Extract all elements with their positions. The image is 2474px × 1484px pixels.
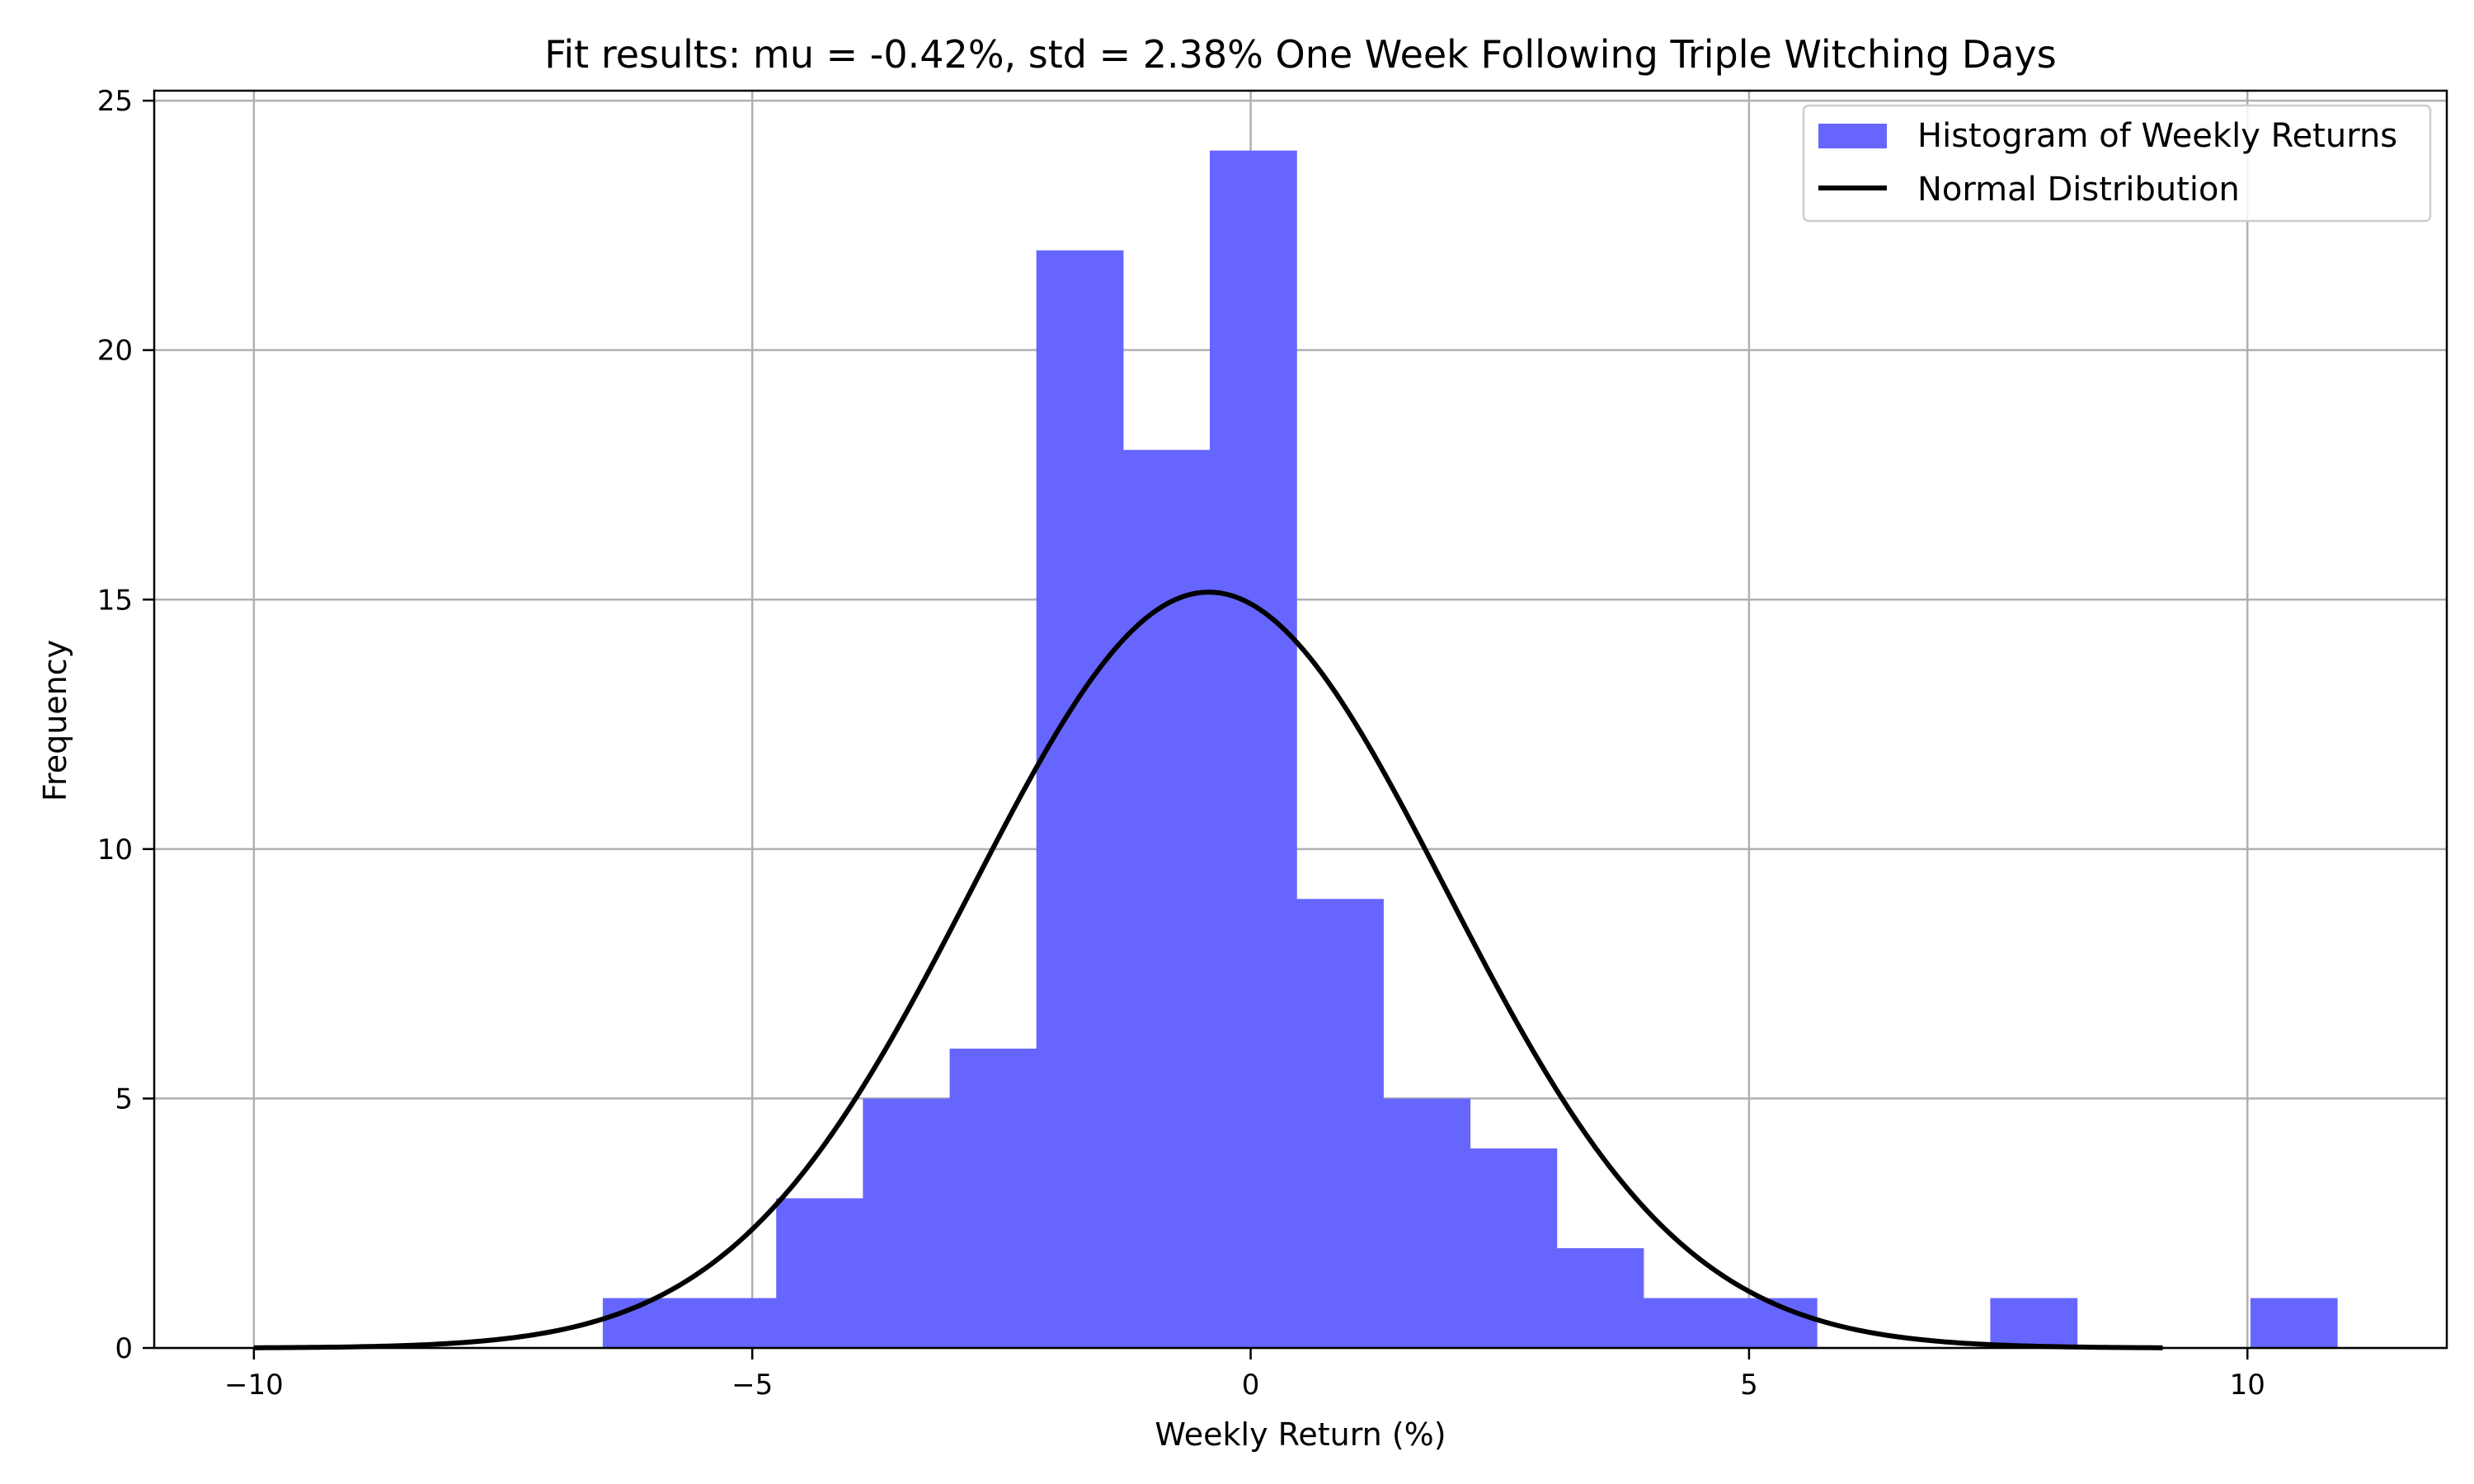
y-tick-label-4: 20 (97, 335, 133, 368)
x-tick-label-3: 5 (1740, 1369, 1758, 1402)
histogram-bar-7 (1210, 150, 1297, 1349)
x-axis-title: Weekly Return (%) (1155, 1416, 1446, 1453)
normal-curve-layer (253, 589, 2163, 1350)
y-tick-label-2: 10 (97, 834, 133, 866)
histogram-bar-13 (1729, 1298, 1818, 1348)
x-tick-label-4: 10 (2230, 1369, 2265, 1402)
y-tick-label-5: 25 (97, 85, 133, 118)
histogram-bar-5 (1036, 250, 1124, 1349)
y-tick-label-0: 0 (115, 1332, 133, 1365)
x-tick-label-2: 0 (1242, 1369, 1260, 1402)
y-axis-title: Frequency (37, 640, 73, 801)
histogram-bar-4 (949, 1048, 1037, 1348)
chart-title: Fit results: mu = -0.42%, std = 2.38% On… (544, 32, 2056, 77)
y-tick-label-1: 5 (115, 1082, 133, 1115)
histogram-bar-9 (1383, 1098, 1471, 1348)
histogram-bar-1 (689, 1298, 777, 1348)
plot-frame (153, 89, 2448, 1350)
histogram-bar-16 (1990, 1298, 2078, 1348)
axis-ticks: −10 −5 0 5 10 0 5 10 15 20 25 (97, 85, 2265, 1402)
y-tick-label-3: 15 (97, 584, 133, 617)
histogram-bar-6 (1122, 449, 1211, 1348)
histogram-bar-8 (1296, 899, 1384, 1348)
histogram-bar-10 (1470, 1148, 1558, 1348)
histogram-bar-2 (776, 1198, 863, 1348)
legend-label-normal-curve: Normal Distribution (1917, 171, 2240, 209)
histogram-bars (602, 150, 2338, 1349)
normal-distribution-curve (253, 589, 2163, 1350)
legend: Histogram of Weekly Returns Normal Distr… (1802, 104, 2432, 223)
histogram-bar-3 (863, 1098, 951, 1348)
x-tick-label-1: −5 (731, 1369, 773, 1402)
legend-label-histogram: Histogram of Weekly Returns (1917, 117, 2397, 155)
histogram-bar-0 (602, 1298, 690, 1348)
histogram-bar-11 (1556, 1247, 1644, 1348)
legend-box (1802, 104, 2432, 223)
x-tick-label-0: −10 (224, 1369, 284, 1402)
legend-swatch-histogram (1818, 124, 1887, 148)
histogram-bar-12 (1643, 1298, 1731, 1348)
histogram-bar-19 (2250, 1298, 2338, 1348)
